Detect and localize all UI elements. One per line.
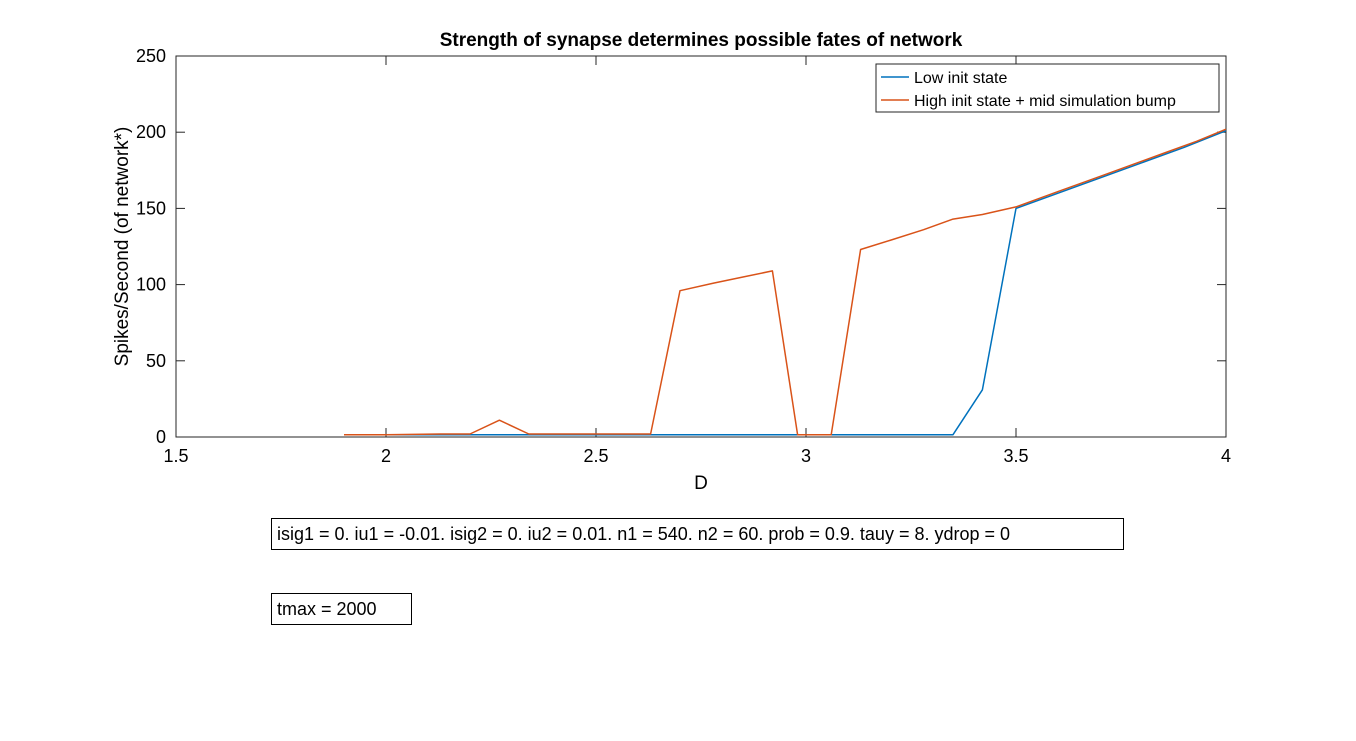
x-axis-label: D	[694, 473, 708, 494]
x-tick-label: 4	[1221, 446, 1231, 466]
chart-title: Strength of synapse determines possible …	[440, 30, 963, 51]
x-tick-label: 1.5	[163, 446, 188, 466]
y-tick-label: 50	[146, 351, 166, 371]
plot-area-frame	[175, 55, 1227, 438]
y-tick-label: 0	[156, 427, 166, 447]
legend-entry-label: High init state + mid simulation bump	[914, 93, 1176, 110]
annotation-tmax: tmax = 2000	[271, 593, 412, 625]
y-tick-label: 250	[136, 46, 166, 66]
y-axis-label: Spikes/Second (of network*)	[112, 127, 133, 367]
x-tick-label: 3.5	[1003, 446, 1028, 466]
series-line-high-init-state	[344, 128, 1226, 436]
y-tick-label: 100	[136, 275, 166, 295]
legend-entry-label: Low init state	[914, 70, 1007, 87]
annotation-parameters: isig1 = 0. iu1 = -0.01. isig2 = 0. iu2 =…	[271, 518, 1124, 550]
legend-box	[875, 63, 1220, 113]
y-tick-label: 150	[136, 198, 166, 218]
x-tick-label: 2	[381, 446, 391, 466]
x-tick-label: 3	[801, 446, 811, 466]
y-tick-label: 200	[136, 122, 166, 142]
x-tick-label: 2.5	[583, 446, 608, 466]
